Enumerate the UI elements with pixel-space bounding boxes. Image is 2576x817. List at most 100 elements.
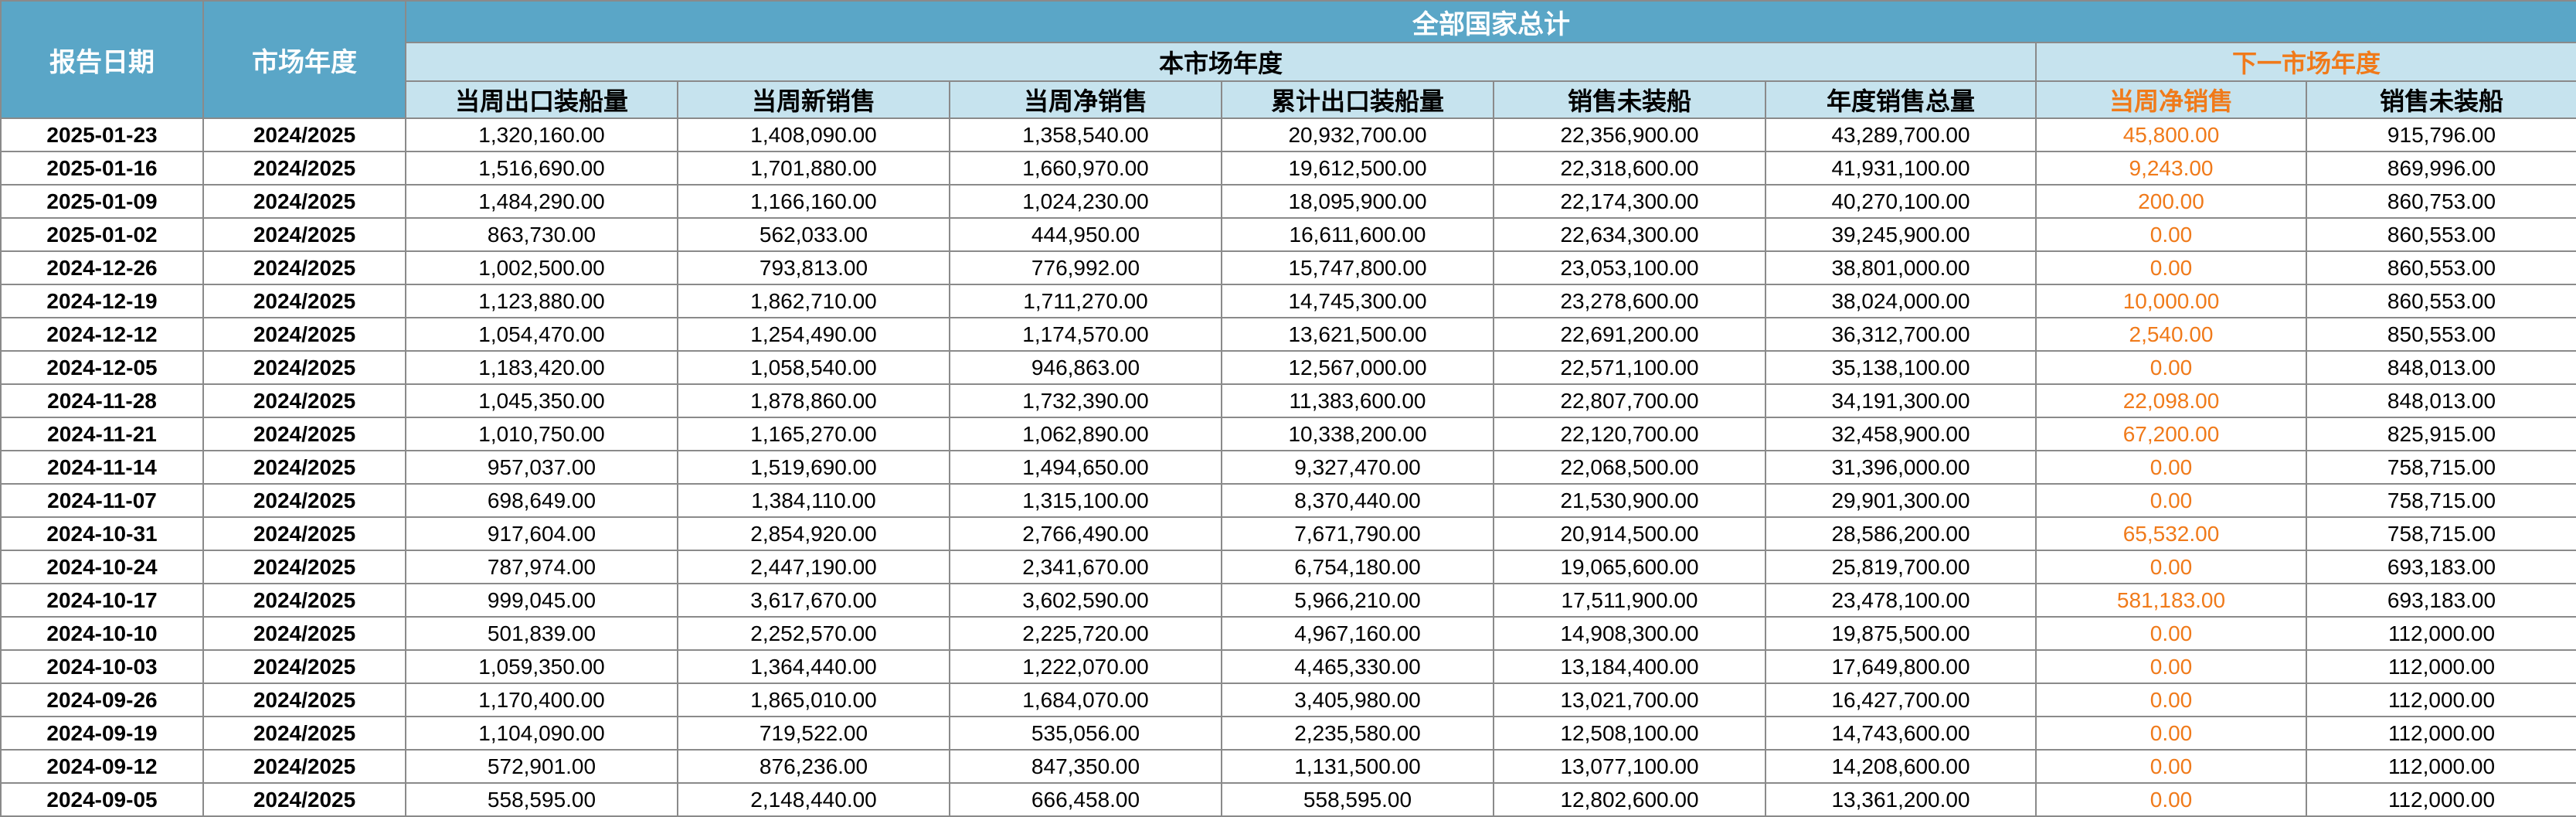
value-cell: 22,356,900.00	[1493, 117, 1766, 152]
value-cell: 13,621,500.00	[1221, 317, 1494, 352]
next-year-net-sales-cell: 0.00	[2035, 483, 2307, 518]
value-cell: 1,024,230.00	[949, 184, 1222, 219]
value-cell: 558,595.00	[405, 782, 678, 817]
market-year-cell: 2024/2025	[202, 583, 406, 618]
value-cell: 758,715.00	[2306, 516, 2576, 551]
table-row: 2024-09-19 2024/2025 1,104,090.00 719,522.0…	[0, 716, 2576, 751]
value-cell: 14,743,600.00	[1765, 716, 2037, 751]
value-cell: 787,974.00	[405, 550, 678, 584]
value-cell: 23,478,100.00	[1765, 583, 2037, 618]
market-year-header: 市场年度	[202, 0, 406, 119]
table-row: 2024-09-05 2024/2025 558,595.00 2,148,440.0…	[0, 782, 2576, 817]
market-year-cell: 2024/2025	[202, 151, 406, 186]
value-cell: 14,745,300.00	[1221, 284, 1494, 318]
value-cell: 1,010,750.00	[405, 417, 678, 451]
value-cell: 693,183.00	[2306, 550, 2576, 584]
next-year-net-sales-cell: 0.00	[2035, 350, 2307, 385]
value-cell: 21,530,900.00	[1493, 483, 1766, 518]
report-date-cell: 2024-10-17	[0, 583, 204, 618]
value-cell: 850,553.00	[2306, 317, 2576, 352]
next-year-net-sales-cell: 2,540.00	[2035, 317, 2307, 352]
market-year-cell: 2024/2025	[202, 350, 406, 385]
value-cell: 23,053,100.00	[1493, 250, 1766, 285]
value-cell: 13,184,400.00	[1493, 649, 1766, 684]
value-cell: 4,967,160.00	[1221, 616, 1494, 651]
market-year-cell: 2024/2025	[202, 217, 406, 252]
value-cell: 12,802,600.00	[1493, 782, 1766, 817]
table-row: 2024-11-07 2024/2025 698,649.00 1,384,110.0…	[0, 483, 2576, 518]
value-cell: 1,358,540.00	[949, 117, 1222, 152]
value-cell: 22,807,700.00	[1493, 383, 1766, 418]
value-cell: 719,522.00	[677, 716, 950, 751]
value-cell: 22,120,700.00	[1493, 417, 1766, 451]
value-cell: 825,915.00	[2306, 417, 2576, 451]
value-cell: 40,270,100.00	[1765, 184, 2037, 219]
column-header-cumulative-exports: 累计出口装船量	[1221, 80, 1494, 119]
value-cell: 501,839.00	[405, 616, 678, 651]
value-cell: 17,511,900.00	[1493, 583, 1766, 618]
value-cell: 758,715.00	[2306, 450, 2576, 485]
report-date-cell: 2025-01-16	[0, 151, 204, 186]
value-cell: 39,245,900.00	[1765, 217, 2037, 252]
next-year-net-sales-cell: 0.00	[2035, 250, 2307, 285]
table-row: 2024-12-05 2024/2025 1,183,420.00 1,058,540…	[0, 350, 2576, 385]
value-cell: 776,992.00	[949, 250, 1222, 285]
value-cell: 112,000.00	[2306, 749, 2576, 784]
table-row: 2024-09-12 2024/2025 572,901.00 876,236.00 8…	[0, 749, 2576, 784]
report-date-cell: 2025-01-23	[0, 117, 204, 152]
next-year-net-sales-cell: 0.00	[2035, 616, 2307, 651]
report-date-cell: 2024-09-12	[0, 749, 204, 784]
report-date-cell: 2024-11-07	[0, 483, 204, 518]
column-header-next-year-outstanding: 销售未装船	[2306, 80, 2576, 119]
value-cell: 22,174,300.00	[1493, 184, 1766, 219]
next-year-net-sales-cell: 0.00	[2035, 450, 2307, 485]
value-cell: 2,252,570.00	[677, 616, 950, 651]
value-cell: 1,254,490.00	[677, 317, 950, 352]
table-row: 2024-09-26 2024/2025 1,170,400.00 1,865,010…	[0, 683, 2576, 717]
market-year-cell: 2024/2025	[202, 284, 406, 318]
value-cell: 6,754,180.00	[1221, 550, 1494, 584]
market-year-cell: 2024/2025	[202, 317, 406, 352]
value-cell: 112,000.00	[2306, 649, 2576, 684]
value-cell: 1,104,090.00	[405, 716, 678, 751]
table-row: 2024-10-17 2024/2025 999,045.00 3,617,670.0…	[0, 583, 2576, 618]
value-cell: 25,819,700.00	[1765, 550, 2037, 584]
value-cell: 1,408,090.00	[677, 117, 950, 152]
value-cell: 20,932,700.00	[1221, 117, 1494, 152]
market-year-cell: 2024/2025	[202, 383, 406, 418]
value-cell: 1,131,500.00	[1221, 749, 1494, 784]
table-body: 2025-01-23 2024/2025 1,320,160.00 1,408,090…	[0, 117, 2576, 817]
value-cell: 22,571,100.00	[1493, 350, 1766, 385]
value-cell: 15,747,800.00	[1221, 250, 1494, 285]
value-cell: 112,000.00	[2306, 716, 2576, 751]
value-cell: 19,875,500.00	[1765, 616, 2037, 651]
value-cell: 698,649.00	[405, 483, 678, 518]
value-cell: 8,370,440.00	[1221, 483, 1494, 518]
next-year-net-sales-cell: 200.00	[2035, 184, 2307, 219]
value-cell: 1,684,070.00	[949, 683, 1222, 717]
value-cell: 2,235,580.00	[1221, 716, 1494, 751]
next-year-net-sales-cell: 22,098.00	[2035, 383, 2307, 418]
report-date-cell: 2025-01-02	[0, 217, 204, 252]
value-cell: 1,170,400.00	[405, 683, 678, 717]
value-cell: 917,604.00	[405, 516, 678, 551]
next-year-net-sales-cell: 0.00	[2035, 749, 2307, 784]
value-cell: 666,458.00	[949, 782, 1222, 817]
next-year-net-sales-cell: 10,000.00	[2035, 284, 2307, 318]
next-year-net-sales-cell: 0.00	[2035, 649, 2307, 684]
value-cell: 860,553.00	[2306, 284, 2576, 318]
report-date-cell: 2024-12-12	[0, 317, 204, 352]
value-cell: 848,013.00	[2306, 383, 2576, 418]
value-cell: 22,068,500.00	[1493, 450, 1766, 485]
value-cell: 23,278,600.00	[1493, 284, 1766, 318]
value-cell: 1,123,880.00	[405, 284, 678, 318]
value-cell: 112,000.00	[2306, 782, 2576, 817]
report-date-cell: 2024-11-28	[0, 383, 204, 418]
next-year-net-sales-cell: 0.00	[2035, 683, 2307, 717]
value-cell: 13,077,100.00	[1493, 749, 1766, 784]
value-cell: 14,908,300.00	[1493, 616, 1766, 651]
value-cell: 1,174,570.00	[949, 317, 1222, 352]
table-row: 2024-11-28 2024/2025 1,045,350.00 1,878,860…	[0, 383, 2576, 418]
report-date-cell: 2024-12-19	[0, 284, 204, 318]
value-cell: 558,595.00	[1221, 782, 1494, 817]
